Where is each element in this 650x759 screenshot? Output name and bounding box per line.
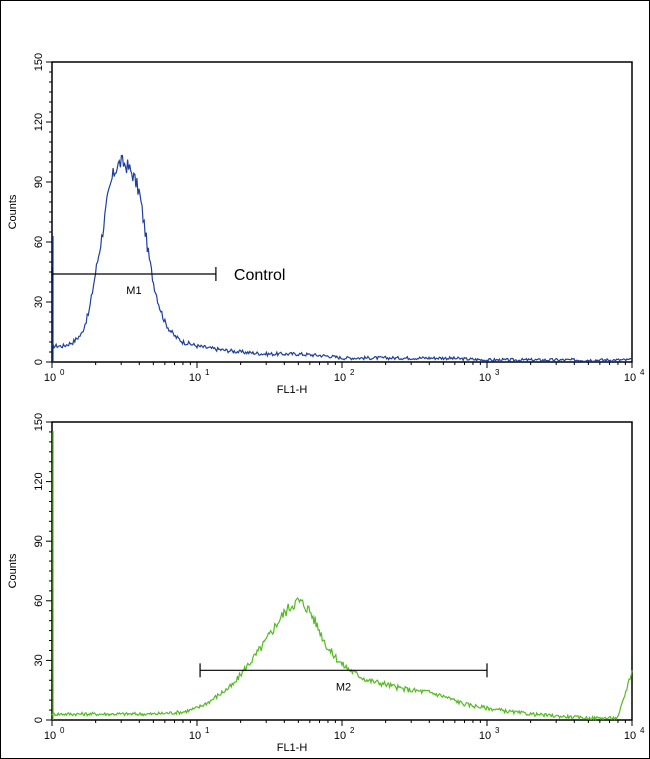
x-tick-exponent: 2 — [350, 726, 355, 735]
x-tick-exponent: 2 — [350, 368, 355, 377]
x-tick-exponent: 0 — [60, 726, 65, 735]
x-axis-label: FL1-H — [277, 742, 308, 754]
y-tick-label: 90 — [33, 535, 45, 547]
y-tick-label: 30 — [33, 296, 45, 308]
x-tick-label: 10 — [44, 730, 56, 742]
y-tick-label: 60 — [33, 595, 45, 607]
x-tick-label: 10 — [479, 372, 491, 384]
y-tick-label: 30 — [33, 654, 45, 666]
control-annotation: Control — [234, 267, 286, 284]
gate-marker-label: M1 — [126, 285, 141, 297]
histogram-line-series-1 — [51, 597, 633, 721]
x-tick-exponent: 0 — [60, 368, 65, 377]
plot-area-frame — [51, 421, 633, 721]
y-tick-label: 150 — [33, 53, 45, 71]
histogram-line-series-1 — [51, 154, 633, 363]
x-tick-label: 10 — [44, 372, 56, 384]
y-tick-label: 60 — [33, 236, 45, 248]
y-tick-label: 0 — [33, 359, 45, 365]
y-axis-label: Counts — [7, 194, 19, 229]
histogram-panel-1: 0 30 60 90 120 150 10 0 10 1 10 2 10 3 10 4 FL1-H Counts M… — [7, 53, 645, 396]
gate-marker-label: M2 — [336, 681, 351, 693]
plot-area-frame — [51, 61, 633, 363]
x-tick-label: 10 — [479, 730, 491, 742]
x-tick-label: 10 — [189, 730, 201, 742]
y-tick-label: 0 — [33, 717, 45, 723]
y-tick-label: 90 — [33, 176, 45, 188]
y-tick-label: 120 — [33, 472, 45, 490]
y-tick-label: 120 — [33, 113, 45, 131]
x-tick-label: 10 — [189, 372, 201, 384]
x-tick-label: 10 — [334, 372, 346, 384]
x-axis-label: FL1-H — [277, 384, 308, 396]
x-tick-label: 10 — [624, 372, 636, 384]
x-tick-exponent: 1 — [205, 726, 210, 735]
x-tick-label: 10 — [624, 730, 636, 742]
x-tick-exponent: 3 — [495, 368, 500, 377]
y-tick-label: 150 — [33, 413, 45, 431]
x-tick-exponent: 4 — [640, 368, 645, 377]
y-axis-label: Counts — [7, 553, 19, 588]
x-tick-exponent: 4 — [640, 726, 645, 735]
x-tick-label: 10 — [334, 730, 346, 742]
x-tick-exponent: 3 — [495, 726, 500, 735]
x-tick-exponent: 1 — [205, 368, 210, 377]
histogram-panel-2: 0 30 60 90 120 150 10 0 10 1 10 2 10 3 10 4 FL1-H Counts M… — [7, 413, 645, 754]
